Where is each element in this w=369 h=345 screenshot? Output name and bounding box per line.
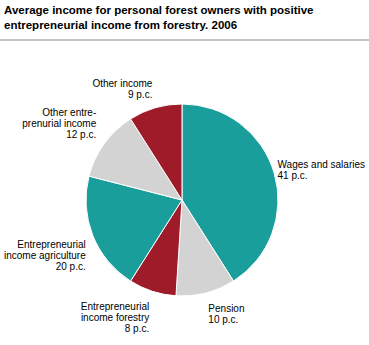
slice-label-line: Entrepreneurial [81,301,149,312]
chart: Average income for personal forest owner… [0,0,369,345]
slice-label: Other income9 p.c. [92,78,152,100]
slice-label-line: prenurial income [22,118,96,129]
slice-label-line: 12 p.c. [66,129,96,140]
slice-label: Pension10 p.c. [208,303,244,325]
slice-label-line: 20 p.c. [56,261,86,272]
slice [131,104,182,200]
slice-label: Wages and salaries41 p.c. [278,159,365,181]
slice-label-line: 41 p.c. [278,170,308,181]
slice-label-line: 8 p.c. [125,323,149,334]
slice-label-line: 9 p.c. [128,89,152,100]
title-rule [0,40,369,41]
slice-label-line: income forestry [81,312,149,323]
slice-label-line: Other entre- [42,107,96,118]
title-line: entrepreneurial income from forestry. 20… [4,19,237,31]
labels: Wages and salaries41 p.c. Pension10 p.c. E… [4,78,365,334]
slice [176,200,233,296]
slice-label-line: Entrepreneurial [17,239,85,250]
slices [86,104,278,296]
title-line: Average income for personal forest owner… [4,4,314,16]
slice-label-line: income agriculture [4,250,86,261]
slice-label-line: 10 p.c. [208,314,238,325]
slice-label-line: Wages and salaries [278,159,365,170]
slice-label: Entrepreneurialincome agriculture20 p.c. [4,239,86,272]
slice-label: Entrepreneurialincome forestry8 p.c. [81,301,149,334]
slice-label-line: Pension [208,303,244,314]
title: Average income for personal forest owner… [4,4,314,31]
slice-label-line: Other income [92,78,152,89]
slice-label: Other entre-prenurial income12 p.c. [22,107,96,140]
